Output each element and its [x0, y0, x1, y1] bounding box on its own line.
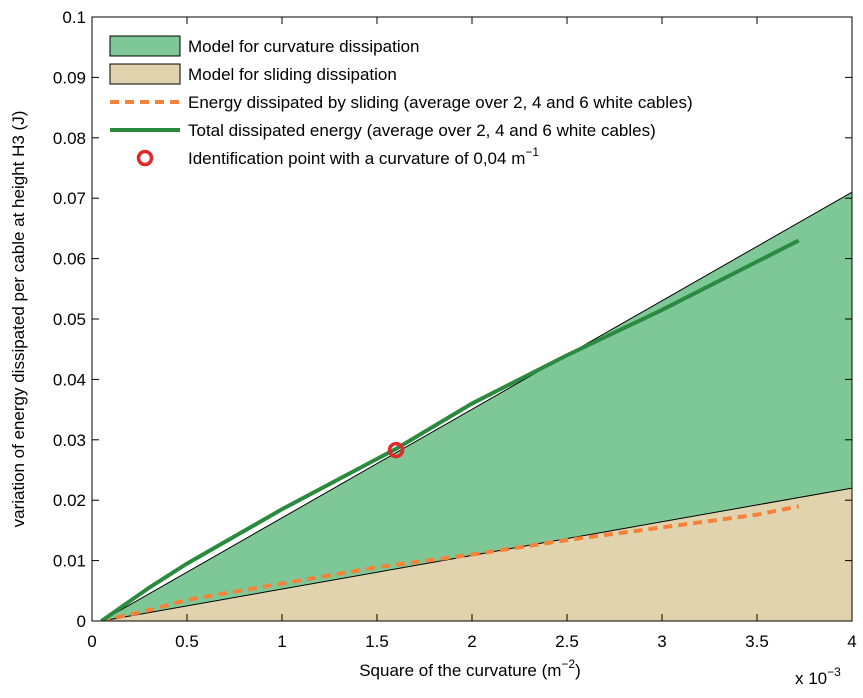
legend-label: Model for curvature dissipation — [188, 37, 420, 56]
y-tick-label: 0.05 — [53, 310, 86, 329]
y-axis-label: variation of energy dissipated per cable… — [9, 111, 28, 528]
legend-text: Model for sliding dissipation — [188, 65, 397, 84]
line — [100, 238, 800, 621]
x-label-sup: −2 — [561, 657, 575, 671]
x-label-end: ) — [575, 661, 581, 680]
plot — [100, 191, 852, 621]
x-tick-label: 2.5 — [555, 632, 579, 651]
legend-label: Total dissipated energy (average over 2,… — [188, 121, 656, 140]
y-tick-label: 0.07 — [53, 189, 86, 208]
y-tick-label: 0.02 — [53, 491, 86, 510]
x-tick-label: 3.5 — [745, 632, 769, 651]
marker — [387, 441, 405, 459]
x-multiplier-text: x 10 — [795, 669, 827, 688]
legend-swatch — [109, 35, 181, 57]
x-tick-label: 0 — [87, 632, 96, 651]
y-tick-label: 0.01 — [53, 552, 86, 571]
x-tick-label: 2 — [467, 632, 476, 651]
x-tick-label: 1 — [277, 632, 286, 651]
x-tick-label: 0.5 — [175, 632, 199, 651]
legend-swatch — [109, 63, 181, 85]
legend-text: Identification point with a curvature of… — [188, 149, 525, 168]
x-axis-label: Square of the curvature (m−2) — [359, 657, 581, 680]
legend-text: Energy dissipated by sliding (average ov… — [188, 93, 693, 112]
legend-text: Total dissipated energy (average over 2,… — [188, 121, 656, 140]
legend-sup: −1 — [525, 145, 539, 159]
y-tick-label: 0.1 — [62, 8, 86, 27]
legend-label: Model for sliding dissipation — [188, 65, 397, 84]
legend-label: Identification point with a curvature of… — [188, 145, 539, 168]
y-tick-label: 0.09 — [53, 68, 86, 87]
y-tick-label: 0.04 — [53, 370, 86, 389]
legend-text: Model for curvature dissipation — [188, 37, 420, 56]
x-tick-label: 4 — [847, 632, 856, 651]
x-tick-label: 3 — [657, 632, 666, 651]
area-edge — [101, 191, 852, 621]
y-tick-label: 0.03 — [53, 431, 86, 450]
y-tick-label: 0.08 — [53, 129, 86, 148]
x-multiplier-sup: −3 — [827, 665, 841, 679]
line — [101, 504, 800, 621]
legend-label: Energy dissipated by sliding (average ov… — [188, 93, 693, 112]
x-label-text: Square of the curvature (m — [359, 661, 561, 680]
x-multiplier: x 10−3 — [795, 665, 841, 688]
y-tick-label: 0.06 — [53, 250, 86, 269]
y-tick-label: 0 — [77, 612, 86, 631]
x-tick-label: 1.5 — [365, 632, 389, 651]
legend-swatch — [136, 149, 154, 167]
